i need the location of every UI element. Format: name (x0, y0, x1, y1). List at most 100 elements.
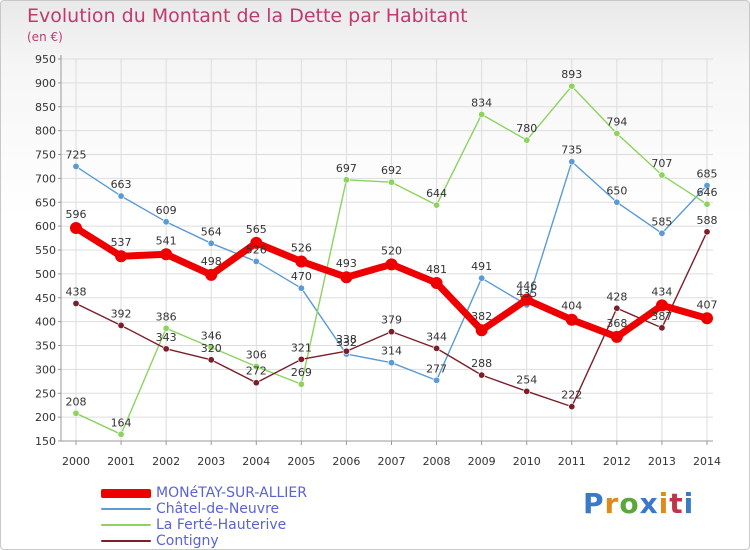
data-point-chatel-de-neuvre (162, 218, 170, 226)
data-label-monetay-sur-allier: 498 (201, 255, 222, 268)
data-label-chatel-de-neuvre: 435 (516, 287, 537, 300)
data-label-chatel-de-neuvre: 663 (111, 178, 132, 191)
y-tick-label: 200 (35, 411, 56, 424)
data-label-contigny: 588 (697, 214, 718, 227)
data-label-chatel-de-neuvre: 609 (156, 204, 177, 217)
data-label-monetay-sur-allier: 481 (426, 263, 447, 276)
data-point-la-ferte-hauterive (613, 129, 621, 137)
y-tick-label: 650 (35, 196, 56, 209)
y-tick-label: 600 (35, 220, 56, 233)
logo-letter: P (583, 487, 605, 520)
data-label-chatel-de-neuvre: 685 (697, 168, 718, 181)
y-tick-label: 950 (35, 53, 56, 66)
data-point-contigny (523, 387, 531, 395)
data-point-chatel-de-neuvre (703, 182, 711, 190)
data-label-la-ferte-hauterive: 780 (516, 122, 537, 135)
data-point-la-ferte-hauterive (252, 363, 260, 371)
y-tick-label: 400 (35, 316, 56, 329)
data-point-contigny (297, 355, 305, 363)
data-point-contigny (342, 347, 350, 355)
data-label-contigny: 387 (651, 310, 672, 323)
y-axis-unit: (en €) (27, 30, 63, 44)
x-tick-label: 2003 (197, 455, 225, 468)
data-point-la-ferte-hauterive (703, 200, 711, 208)
data-label-chatel-de-neuvre: 526 (246, 243, 267, 256)
data-point-chatel-de-neuvre (72, 162, 80, 170)
data-point-contigny (613, 304, 621, 312)
y-tick-label: 500 (35, 268, 56, 281)
data-point-monetay-sur-allier (655, 299, 668, 312)
data-point-monetay-sur-allier (295, 255, 308, 268)
data-point-chatel-de-neuvre (613, 198, 621, 206)
data-point-monetay-sur-allier (565, 313, 578, 326)
data-point-chatel-de-neuvre (117, 192, 125, 200)
data-label-la-ferte-hauterive: 697 (336, 162, 357, 175)
data-point-chatel-de-neuvre (387, 359, 395, 367)
x-tick-label: 2008 (423, 455, 451, 468)
data-point-monetay-sur-allier (205, 268, 218, 281)
data-point-chatel-de-neuvre (297, 284, 305, 292)
data-label-la-ferte-hauterive: 646 (697, 186, 718, 199)
y-tick-label: 800 (35, 125, 56, 138)
data-point-monetay-sur-allier (610, 330, 623, 343)
data-point-la-ferte-hauterive (162, 324, 170, 332)
logo-letter: t (669, 487, 684, 520)
data-point-chatel-de-neuvre (658, 229, 666, 237)
legend-swatch (101, 524, 151, 526)
y-tick-label: 900 (35, 77, 56, 90)
x-tick-label: 2013 (648, 455, 676, 468)
data-label-la-ferte-hauterive: 893 (561, 68, 582, 81)
data-point-chatel-de-neuvre (207, 239, 215, 247)
x-tick-label: 2001 (107, 455, 135, 468)
data-point-la-ferte-hauterive (568, 82, 576, 90)
data-label-contigny: 222 (561, 389, 582, 402)
data-point-la-ferte-hauterive (207, 343, 215, 351)
data-label-la-ferte-hauterive: 386 (156, 310, 177, 323)
data-label-la-ferte-hauterive: 346 (201, 329, 222, 342)
data-point-la-ferte-hauterive (342, 176, 350, 184)
y-tick-label: 150 (35, 435, 56, 448)
data-label-monetay-sur-allier: 596 (66, 208, 87, 221)
legend-label: La Ferté-Hauterive (156, 517, 287, 533)
data-label-contigny: 428 (606, 290, 627, 303)
data-label-la-ferte-hauterive: 306 (246, 349, 267, 362)
legend-label: MONéTAY-SUR-ALLIER (156, 485, 307, 501)
data-point-contigny (387, 328, 395, 336)
y-tick-label: 850 (35, 101, 56, 114)
data-point-contigny (478, 371, 486, 379)
data-point-contigny (162, 345, 170, 353)
legend-label: Contigny (156, 533, 219, 549)
data-point-monetay-sur-allier (250, 236, 263, 249)
data-point-la-ferte-hauterive (478, 110, 486, 118)
y-tick-label: 550 (35, 244, 56, 257)
data-label-chatel-de-neuvre: 650 (606, 184, 627, 197)
data-point-monetay-sur-allier (475, 324, 488, 337)
logo-letter: i (683, 487, 695, 520)
data-label-chatel-de-neuvre: 735 (561, 144, 582, 157)
data-label-contigny: 392 (111, 307, 132, 320)
axes: 150 200 250 300 350 400 450 500 550 600 650 700 750 8… (35, 53, 721, 468)
data-point-monetay-sur-allier (701, 312, 713, 325)
data-point-contigny (117, 321, 125, 329)
x-tick-label: 2009 (468, 455, 496, 468)
legend-swatch (101, 508, 151, 510)
data-point-chatel-de-neuvre (252, 257, 260, 265)
y-tick-label: 750 (35, 149, 56, 162)
data-label-contigny: 343 (156, 331, 177, 344)
logo-letter: o (619, 487, 640, 520)
data-point-contigny (568, 403, 576, 411)
data-label-monetay-sur-allier: 407 (697, 298, 718, 311)
y-tick-label: 300 (35, 363, 56, 376)
data-label-contigny: 438 (66, 285, 87, 298)
data-label-monetay-sur-allier: 520 (381, 244, 402, 257)
data-point-monetay-sur-allier (520, 293, 533, 306)
data-label-contigny: 344 (426, 330, 447, 343)
data-label-la-ferte-hauterive: 164 (111, 416, 132, 429)
data-point-la-ferte-hauterive (387, 178, 395, 186)
x-tick-label: 2014 (693, 455, 721, 468)
data-label-contigny: 288 (471, 357, 492, 370)
logo-letter: r (604, 487, 620, 520)
y-tick-label: 350 (35, 340, 56, 353)
